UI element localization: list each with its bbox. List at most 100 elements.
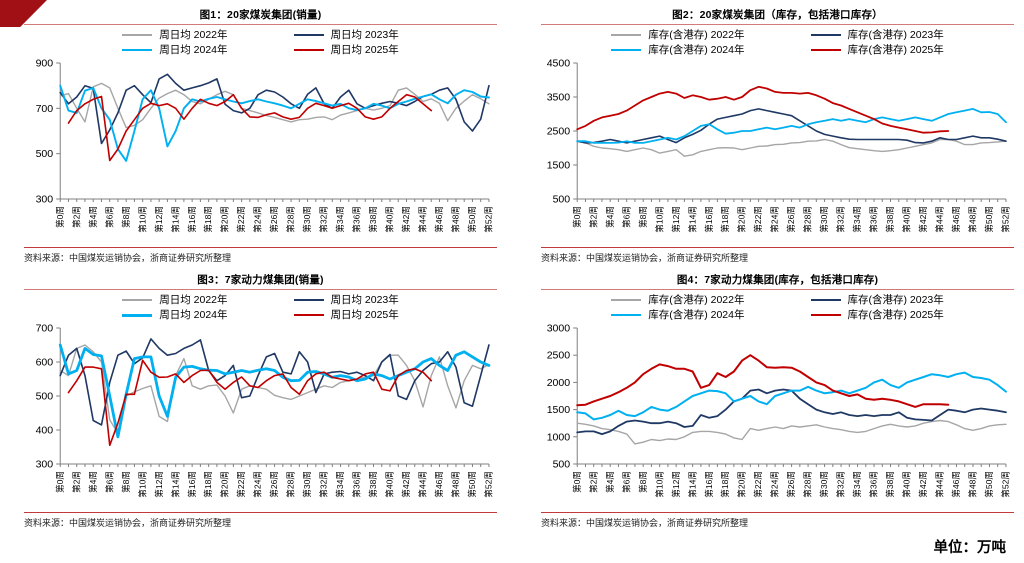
svg-text:第30周: 第30周 [818, 206, 829, 233]
svg-text:第30周: 第30周 [818, 471, 829, 498]
svg-text:第44周: 第44周 [417, 206, 428, 233]
svg-text:500: 500 [553, 459, 571, 471]
legend-item: 周日均 2023年 [293, 293, 399, 307]
svg-text:第36周: 第36周 [868, 471, 879, 498]
svg-text:第6周: 第6周 [620, 206, 631, 228]
svg-text:第36周: 第36周 [868, 206, 879, 233]
legend-line-swatch [611, 34, 642, 36]
charts-grid: 图1：20家煤炭集团(销量) 周日均 2022年 周日均 2023年 周日均 202… [24, 2, 1014, 532]
svg-text:4500: 4500 [547, 58, 571, 70]
svg-text:第34周: 第34周 [334, 206, 345, 233]
svg-text:第0周: 第0周 [54, 206, 65, 228]
svg-text:第52周: 第52周 [483, 471, 494, 498]
svg-text:第42周: 第42周 [400, 206, 411, 233]
svg-text:第16周: 第16周 [703, 206, 714, 233]
svg-text:600: 600 [36, 357, 54, 369]
svg-text:第44周: 第44周 [934, 206, 945, 233]
svg-text:第16周: 第16周 [186, 471, 197, 498]
legend-line-swatch [810, 299, 841, 301]
svg-text:3000: 3000 [547, 323, 571, 335]
svg-text:第12周: 第12周 [153, 471, 164, 498]
legend-line-swatch [122, 49, 153, 51]
svg-text:第10周: 第10周 [136, 206, 147, 233]
svg-text:第36周: 第36周 [351, 206, 362, 233]
legend-item: 周日均 2024年 [122, 43, 228, 57]
svg-text:第42周: 第42周 [400, 471, 411, 498]
figure-2-source: 资料来源：中国煤炭运销协会，浙商证券研究所整理 [541, 253, 749, 263]
svg-text:500: 500 [36, 148, 54, 160]
title-rule [24, 289, 497, 290]
legend-line-swatch [122, 299, 153, 301]
legend-line-swatch [293, 49, 324, 51]
svg-text:300: 300 [36, 459, 54, 471]
legend-line-swatch [611, 299, 642, 301]
svg-text:第28周: 第28周 [802, 206, 813, 233]
svg-text:第14周: 第14周 [169, 471, 180, 498]
svg-text:第18周: 第18周 [202, 471, 213, 498]
legend-item: 周日均 2025年 [293, 43, 399, 57]
figure-4-title: 图4：7家动力煤集团(库存，包括港口库存) [676, 274, 879, 286]
svg-text:第18周: 第18周 [719, 206, 730, 233]
svg-text:2000: 2000 [547, 377, 571, 389]
legend-line-swatch [122, 34, 153, 36]
svg-text:第32周: 第32周 [318, 471, 329, 498]
figure-3-legend: 周日均 2022年 周日均 2023年周日均 2024年 周日均 2025年 [24, 293, 497, 322]
svg-text:第50周: 第50周 [983, 206, 994, 233]
svg-text:第50周: 第50周 [466, 206, 477, 233]
svg-text:第26周: 第26周 [268, 471, 279, 498]
figure-panel-1: 图1：20家煤炭集团(销量) 周日均 2022年 周日均 2023年 周日均 202… [24, 2, 497, 267]
figure-1-legend: 周日均 2022年 周日均 2023年 周日均 2024年 周日均 2025年 [24, 28, 497, 57]
svg-text:第36周: 第36周 [351, 471, 362, 498]
svg-text:第32周: 第32周 [835, 206, 846, 233]
svg-text:第8周: 第8周 [637, 471, 648, 493]
svg-text:300: 300 [36, 194, 54, 206]
svg-text:500: 500 [36, 391, 54, 403]
svg-text:第38周: 第38周 [884, 206, 895, 233]
svg-text:第4周: 第4周 [604, 206, 615, 228]
legend-line-swatch [293, 299, 324, 301]
svg-text:700: 700 [36, 323, 54, 335]
figure-panel-4: 图4：7家动力煤集团(库存，包括港口库存) 库存(含港存) 2022年 库存(含港… [541, 267, 1014, 532]
svg-text:第0周: 第0周 [54, 471, 65, 493]
legend-item: 周日均 2024年 [122, 308, 228, 322]
legend-item: 周日均 2022年 [122, 293, 228, 307]
svg-text:第48周: 第48周 [450, 471, 461, 498]
figure-3-source: 资料来源：中国煤炭运销协会，浙商证券研究所整理 [24, 518, 232, 528]
svg-text:第12周: 第12周 [153, 206, 164, 233]
svg-text:第38周: 第38周 [367, 471, 378, 498]
unit-label: 单位：万吨 [933, 540, 1007, 556]
svg-text:第12周: 第12周 [670, 206, 681, 233]
legend-item: 周日均 2025年 [293, 308, 399, 322]
svg-text:第28周: 第28周 [285, 206, 296, 233]
svg-text:第24周: 第24周 [252, 471, 263, 498]
figure-2-legend: 库存(含港存) 2022年 库存(含港存) 2023年 库存(含港存) 2024年 库… [541, 28, 1014, 57]
legend-line-swatch [293, 34, 324, 36]
legend-item: 库存(含港存) 2022年 [611, 293, 745, 307]
svg-text:第42周: 第42周 [917, 206, 928, 233]
svg-text:第46周: 第46周 [950, 471, 961, 498]
svg-text:第18周: 第18周 [719, 471, 730, 498]
figure-4-legend: 库存(含港存) 2022年 库存(含港存) 2023年 库存(含港存) 2024年 库… [541, 293, 1014, 322]
legend-item: 库存(含港存) 2023年 [810, 28, 944, 42]
svg-text:第52周: 第52周 [1000, 206, 1011, 233]
svg-text:第38周: 第38周 [367, 206, 378, 233]
svg-text:第14周: 第14周 [169, 206, 180, 233]
svg-text:第32周: 第32周 [835, 471, 846, 498]
svg-text:第34周: 第34周 [851, 471, 862, 498]
title-rule [541, 24, 1014, 25]
svg-text:第50周: 第50周 [466, 471, 477, 498]
svg-text:第26周: 第26周 [785, 206, 796, 233]
svg-text:第20周: 第20周 [736, 471, 747, 498]
svg-text:第46周: 第46周 [950, 206, 961, 233]
svg-text:第42周: 第42周 [917, 471, 928, 498]
svg-text:1000: 1000 [547, 431, 571, 443]
svg-text:第44周: 第44周 [417, 471, 428, 498]
legend-line-swatch [810, 314, 841, 316]
legend-item: 库存(含港存) 2022年 [611, 28, 745, 42]
svg-text:第20周: 第20周 [219, 206, 230, 233]
svg-text:第30周: 第30周 [301, 206, 312, 233]
svg-text:第34周: 第34周 [334, 471, 345, 498]
figure-1-title: 图1：20家煤炭集团(销量) [199, 9, 322, 21]
svg-text:第32周: 第32周 [318, 206, 329, 233]
